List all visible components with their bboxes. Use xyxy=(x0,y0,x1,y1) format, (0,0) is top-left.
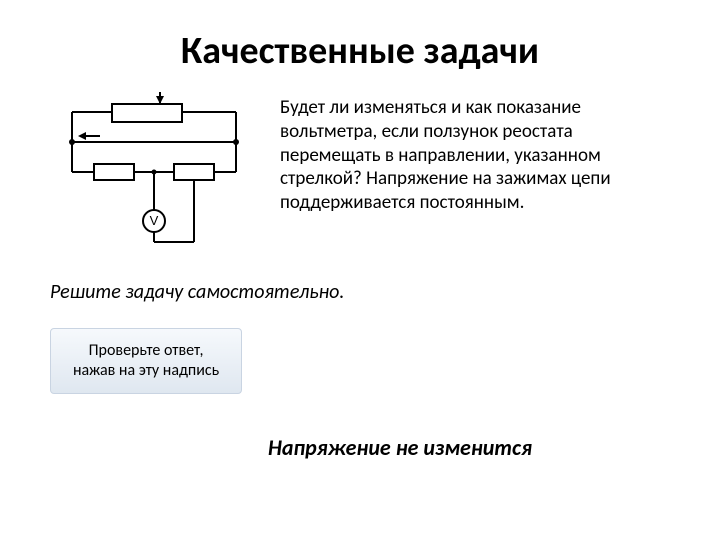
instruction-text: Решите задачу самостоятельно. xyxy=(50,280,670,304)
page-title: Качественные задачи xyxy=(50,28,670,74)
circuit-diagram: V xyxy=(50,92,260,252)
button-container: Проверьте ответ, нажав на эту надпись xyxy=(50,328,670,394)
reveal-answer-button[interactable]: Проверьте ответ, нажав на эту надпись xyxy=(50,328,242,394)
answer-text: Напряжение не изменится xyxy=(130,434,670,461)
button-line-1: Проверьте ответ, xyxy=(89,341,204,360)
button-line-2: нажав на эту надпись xyxy=(73,361,219,380)
circuit-svg: V xyxy=(50,92,260,252)
slide: Качественные задачи xyxy=(0,0,720,540)
content-row: V Будет ли изменяться и как показание во… xyxy=(50,92,670,252)
voltmeter-label: V xyxy=(150,213,159,228)
problem-text: Будет ли изменяться и как показание воль… xyxy=(280,96,670,215)
